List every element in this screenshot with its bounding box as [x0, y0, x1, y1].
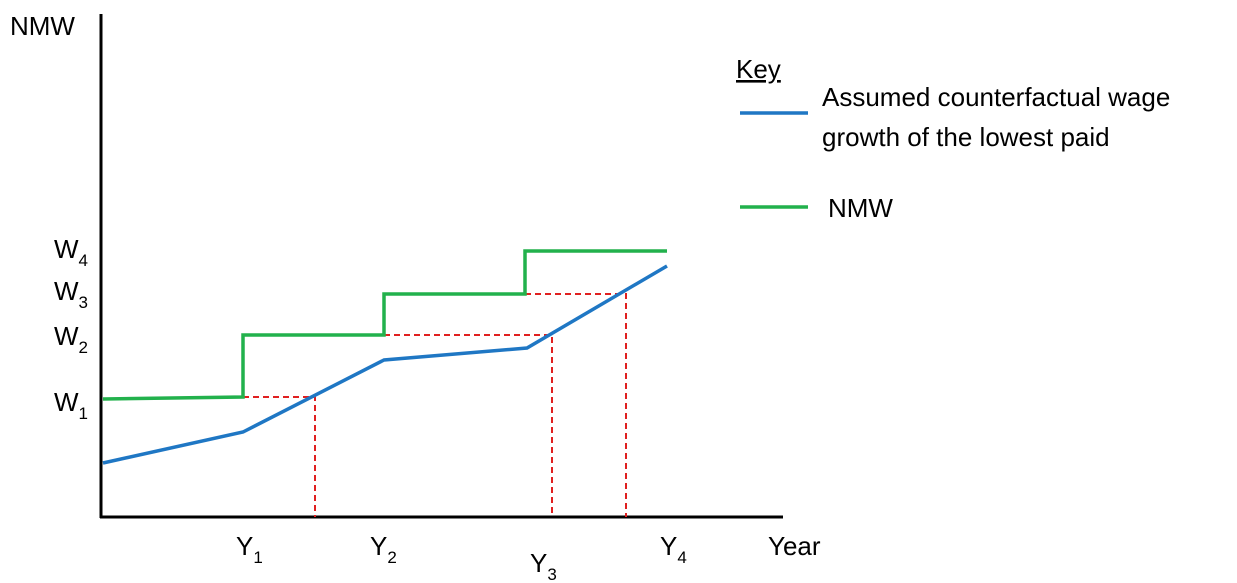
year-label: Y4	[660, 531, 687, 567]
year-label: Y3	[530, 548, 557, 583]
year-label-sub: 2	[387, 548, 396, 567]
year-label-base: Y	[530, 548, 547, 578]
guides	[243, 293, 627, 517]
wage-label-base: W	[54, 321, 79, 351]
wage-label-sub: 2	[79, 338, 88, 357]
year-label-base: Y	[660, 531, 677, 561]
wage-label-base: W	[54, 387, 79, 417]
key-label: Assumed counterfactual wage	[822, 82, 1170, 112]
y-axis-label: NMW	[10, 11, 75, 41]
guide-3	[525, 293, 627, 517]
year-label-sub: 3	[547, 565, 556, 583]
wage-label-sub: 1	[79, 404, 88, 423]
wage-label: W1	[54, 387, 88, 423]
year-label-base: Y	[370, 531, 387, 561]
wage-line	[102, 264, 668, 465]
guide-2	[384, 334, 553, 517]
key-label: NMW	[828, 193, 893, 223]
year-label-base: Y	[236, 531, 253, 561]
year-label-sub: 4	[677, 548, 686, 567]
wage-label-sub: 3	[79, 293, 88, 312]
wage-label-sub: 4	[79, 251, 88, 270]
year-label-sub: 1	[253, 548, 262, 567]
wage-label-base: W	[54, 276, 79, 306]
nmw-line	[102, 249, 667, 401]
year-label: Y1	[236, 531, 263, 567]
key-label: growth of the lowest paid	[822, 122, 1110, 152]
year-label: Y2	[370, 531, 397, 567]
wage-label-base: W	[54, 234, 79, 264]
wage-label: W3	[54, 276, 88, 312]
x-axis-label: Year	[768, 531, 821, 561]
wage-label: W4	[54, 234, 88, 270]
key-title: Key	[736, 54, 781, 84]
wage-label: W2	[54, 321, 88, 357]
